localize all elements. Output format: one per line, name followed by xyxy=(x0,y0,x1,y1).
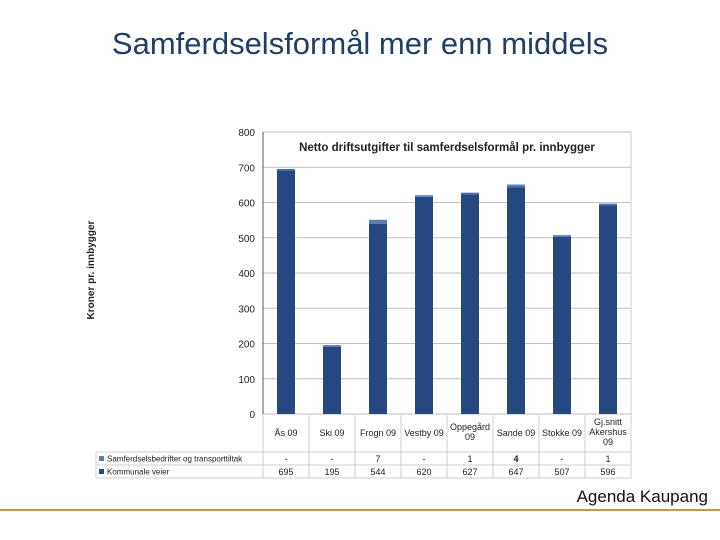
bar-kommunale-veier xyxy=(507,185,525,414)
bar-samferdselsbedrifter xyxy=(369,219,387,223)
data-label: 4 xyxy=(513,454,518,464)
data-label: 507 xyxy=(554,467,569,477)
x-tick-label: Oppegård 09 xyxy=(450,422,490,442)
data-label: - xyxy=(561,454,564,464)
data-label: 627 xyxy=(462,467,477,477)
data-label: 620 xyxy=(416,467,431,477)
bar-kommunale-veier xyxy=(323,345,341,414)
data-label: 647 xyxy=(508,467,523,477)
x-tick-label: Ås 09 xyxy=(274,428,297,438)
legend-label: Samferdselsbedrifter og transporttiltak xyxy=(107,455,243,464)
bar-kommunale-veier xyxy=(461,192,479,414)
data-label: 695 xyxy=(278,467,293,477)
legend-swatch xyxy=(99,469,104,474)
chart-title: Netto driftsutgifter til samferdselsform… xyxy=(299,142,595,154)
data-label: 596 xyxy=(600,467,615,477)
data-label: 195 xyxy=(324,467,339,477)
bar-kommunale-veier xyxy=(277,169,295,414)
y-tick-label: 200 xyxy=(238,340,255,351)
y-tick-label: 300 xyxy=(238,304,255,315)
bar-samferdselsbedrifter xyxy=(507,184,525,186)
y-axis-label: Kroner pr. innbygger xyxy=(86,220,97,319)
x-tick-label: Ski 09 xyxy=(319,428,344,438)
data-label: 544 xyxy=(370,467,385,477)
y-tick-label: 700 xyxy=(238,163,255,174)
bar-kommunale-veier xyxy=(599,203,617,414)
data-label: - xyxy=(285,454,288,464)
x-tick-label: Vestby 09 xyxy=(404,428,444,438)
y-tick-label: 600 xyxy=(238,199,255,210)
footer-brand: Agenda Kaupang xyxy=(576,487,708,506)
x-tick-label: Sande 09 xyxy=(497,428,536,438)
footer-divider xyxy=(0,509,720,511)
slide-title: Samferdselsformål mer enn middels xyxy=(111,26,609,61)
x-tick-label: Gj.snitt Akershus 09 xyxy=(589,417,627,447)
data-label: 7 xyxy=(375,454,380,464)
bar-kommunale-veier xyxy=(415,195,433,414)
y-tick-label: 500 xyxy=(238,234,255,245)
bar-kommunale-veier xyxy=(553,235,571,414)
bar-kommunale-veier xyxy=(369,222,387,414)
legend-label: Kommunale veier xyxy=(107,468,170,477)
data-label: 1 xyxy=(467,454,472,464)
y-tick-label: 400 xyxy=(238,269,255,280)
y-tick-label: 0 xyxy=(249,410,255,421)
x-tick-label: Frogn 09 xyxy=(360,428,396,438)
y-tick-label: 100 xyxy=(238,375,255,386)
x-tick-label: Stokke 09 xyxy=(542,428,582,438)
y-tick-label: 800 xyxy=(238,128,255,139)
legend-swatch xyxy=(99,456,104,461)
data-label: - xyxy=(331,454,334,464)
data-label: - xyxy=(423,454,426,464)
data-label: 1 xyxy=(605,454,610,464)
